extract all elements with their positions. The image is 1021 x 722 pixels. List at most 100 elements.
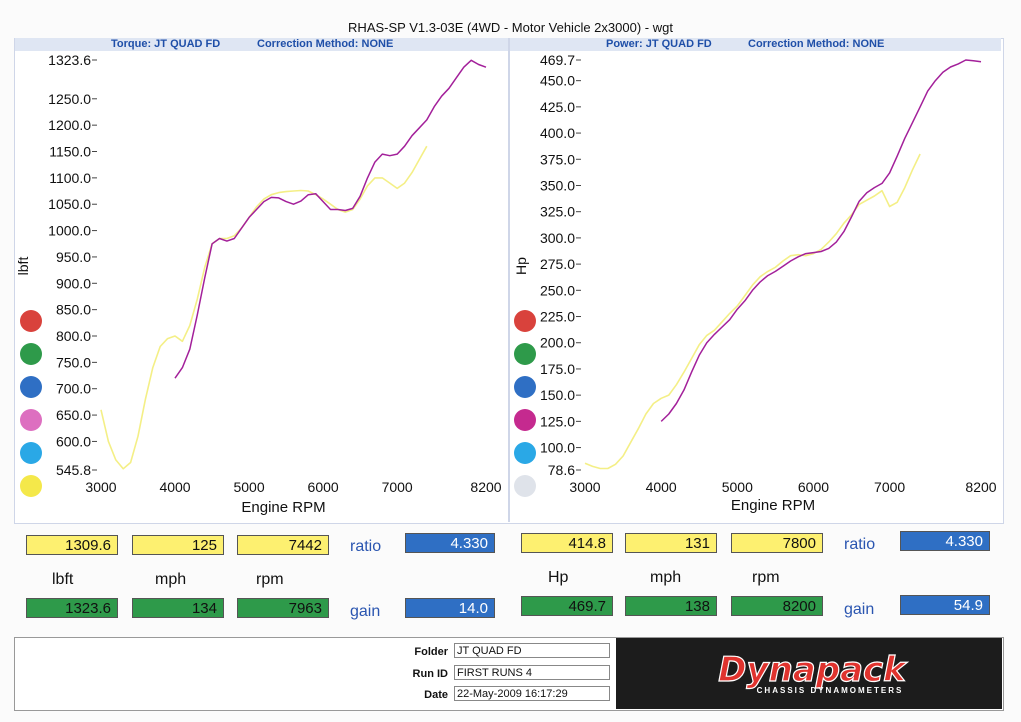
power-label: Power: JT QUAD FD (606, 38, 712, 50)
right-y-tick-label-7: 300.0 (540, 230, 575, 246)
left-ratio-label: ratio (350, 538, 382, 555)
right-x-tick-label-3: 6000 (798, 479, 829, 495)
right-y-tick-label-8: 275.0 (540, 256, 575, 272)
left-ratio-value: 4.330 (405, 533, 495, 553)
left-y-tick-label-5: 1050.0 (48, 196, 91, 212)
right-y-tick-label-2: 425.0 (540, 99, 575, 115)
right-correction-label: Correction Method: NONE (748, 38, 885, 50)
left-correction-label: Correction Method: NONE (257, 38, 394, 50)
left-x-tick-label-3: 6000 (308, 479, 339, 495)
right-y-tick-label-14: 125.0 (540, 413, 575, 429)
left-legend-dot-3 (20, 409, 42, 431)
right-y-tick-label-5: 350.0 (540, 177, 575, 193)
right-y-tick-label-6: 325.0 (540, 204, 575, 220)
right-rpm-value: 7800 (731, 533, 823, 553)
left-y-tick-label-2: 1200.0 (48, 117, 91, 133)
right-max-mph: 138 (625, 596, 717, 616)
left-max-mph: 134 (132, 598, 224, 618)
right-gain-label: gain (844, 601, 875, 618)
right-x-tick-label-5: 8200 (965, 479, 996, 495)
left-y-tick-label-1: 1250.0 (48, 91, 91, 107)
logo-svg: Dynapack CHASSIS DYNAMOMETERS (718, 649, 909, 695)
right-unit-rpm: rpm (752, 569, 780, 586)
right-y-tick-label-0: 469.7 (540, 52, 575, 68)
right-legend-dot-2 (514, 376, 536, 398)
left-series-yellow-line (100, 145, 428, 470)
right-y-tick-label-11: 200.0 (540, 335, 575, 351)
right-series-magenta-line (660, 59, 982, 422)
left-gain-label: gain (350, 603, 381, 620)
left-y-tick-label-11: 750.0 (56, 354, 91, 370)
left-x-tick-label-1: 4000 (159, 479, 190, 495)
left-x-axis-label: Engine RPM (241, 499, 325, 516)
left-legend-dot-1 (20, 343, 42, 365)
left-rpm-value: 7442 (237, 535, 329, 555)
right-unit-hp: Hp (548, 569, 569, 586)
left-unit-rpm: rpm (256, 571, 284, 588)
right-legend-dot-4 (514, 442, 536, 464)
left-legend-dot-0 (20, 310, 42, 332)
left-y-tick-label-14: 600.0 (56, 433, 91, 449)
left-unit-mph: mph (155, 571, 187, 588)
left-y-tick-label-12: 700.0 (56, 381, 91, 397)
right-y-tick-label-9: 250.0 (540, 282, 575, 298)
left-x-tick-label-0: 3000 (85, 479, 116, 495)
runid-label: Run ID (412, 668, 448, 680)
right-y-tick-label-12: 175.0 (540, 361, 575, 377)
folder-label: Folder (414, 646, 448, 658)
logo-tagline: CHASSIS DYNAMOMETERS (757, 686, 904, 695)
right-legend-dot-5 (514, 475, 536, 497)
left-y-tick-label-0: 1323.6 (48, 52, 91, 68)
right-ratio-label: ratio (844, 536, 876, 553)
left-y-tick-label-6: 1000.0 (48, 223, 91, 239)
left-y-tick-label-13: 650.0 (56, 407, 91, 423)
right-series-yellow-line (584, 153, 921, 470)
right-chart-header: Power: JT QUAD FD Correction Method: NON… (510, 38, 1001, 51)
left-max-torque: 1323.6 (26, 598, 118, 618)
left-legend-dot-5 (20, 475, 42, 497)
right-y-tick-label-4: 375.0 (540, 151, 575, 167)
left-y-tick-label-15: 545.8 (56, 462, 91, 478)
right-y-tick-label-13: 150.0 (540, 387, 575, 403)
left-chart-header: Torque: JT QUAD FD Correction Method: NO… (15, 38, 508, 51)
date-label: Date (424, 689, 448, 701)
right-x-tick-label-0: 3000 (569, 479, 600, 495)
right-x-tick-label-4: 7000 (874, 479, 905, 495)
right-y-axis-label: Hp (513, 257, 529, 275)
right-mph-value: 131 (625, 533, 717, 553)
right-y-tick-label-15: 100.0 (540, 440, 575, 456)
right-legend-dot-3 (514, 409, 536, 431)
left-x-tick-label-5: 8200 (470, 479, 501, 495)
runid-value: FIRST RUNS 4 (454, 665, 610, 680)
left-x-tick-label-2: 5000 (233, 479, 264, 495)
right-x-tick-label-1: 4000 (646, 479, 677, 495)
date-value: 22-May-2009 16:17:29 (454, 686, 610, 701)
right-legend-dot-1 (514, 343, 536, 365)
left-y-axis-label: lbft (15, 257, 31, 276)
left-legend-dot-4 (20, 442, 42, 464)
right-ratio-value: 4.330 (900, 531, 990, 551)
left-y-tick-label-10: 800.0 (56, 328, 91, 344)
left-x-tick-label-4: 7000 (382, 479, 413, 495)
logo-brand: Dynapack (718, 650, 908, 690)
right-gain-value: 54.9 (900, 595, 990, 615)
left-unit-lbft: lbft (52, 571, 74, 588)
report-title: RHAS-SP V1.3-03E (4WD - Motor Vehicle 2x… (348, 20, 673, 35)
right-max-rpm: 8200 (731, 596, 823, 616)
right-max-power: 469.7 (521, 596, 613, 616)
right-y-tick-label-10: 225.0 (540, 309, 575, 325)
left-max-rpm: 7963 (237, 598, 329, 618)
right-y-tick-label-3: 400.0 (540, 125, 575, 141)
left-y-tick-label-9: 850.0 (56, 302, 91, 318)
torque-label: Torque: JT QUAD FD (111, 38, 221, 50)
right-legend-dot-0 (514, 310, 536, 332)
folder-value: JT QUAD FD (454, 643, 610, 658)
right-power-value: 414.8 (521, 533, 613, 553)
left-y-tick-label-3: 1150.0 (49, 144, 91, 160)
left-y-tick-label-7: 950.0 (56, 249, 91, 265)
dynapack-logo: Dynapack CHASSIS DYNAMOMETERS (616, 638, 1002, 709)
left-legend-dot-2 (20, 376, 42, 398)
right-y-tick-label-1: 450.0 (540, 73, 575, 89)
